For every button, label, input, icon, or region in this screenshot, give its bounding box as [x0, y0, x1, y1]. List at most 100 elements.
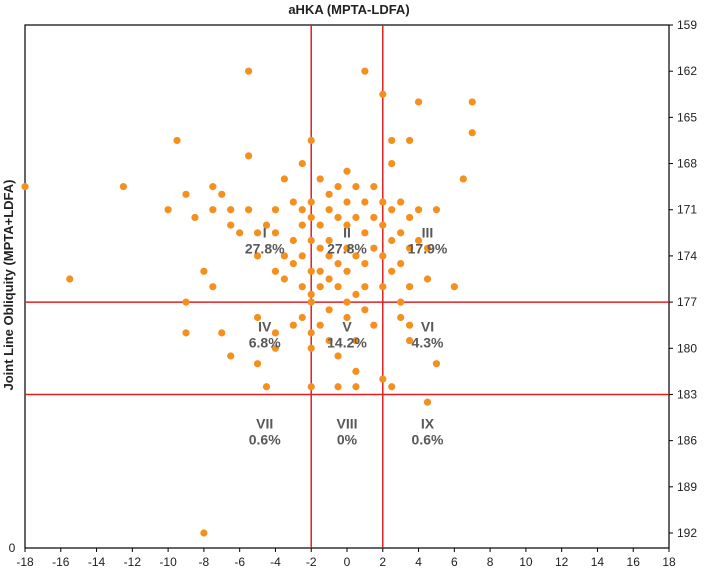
x-tick-label: 2 [379, 555, 386, 569]
region-3-percent: 17.9% [408, 240, 448, 256]
data-point [262, 221, 271, 229]
x-tick-label: 14 [591, 555, 605, 569]
y-tick-label: 177 [677, 295, 697, 309]
data-point [307, 236, 315, 245]
data-point [298, 206, 306, 214]
data-point [325, 190, 333, 198]
x-tick-label: -12 [124, 555, 142, 569]
data-point [280, 275, 288, 283]
y-tick-label: 162 [677, 64, 697, 78]
region-labels: I27.8%II27.8%III17.9%IV6.8%V14.2%VI4.3%V… [245, 224, 448, 447]
data-point [379, 252, 387, 260]
data-point [406, 283, 414, 291]
data-point [316, 175, 324, 183]
data-point [307, 213, 315, 222]
region-6-percent: 4.3% [412, 334, 444, 350]
data-point [307, 290, 315, 298]
data-point [200, 529, 208, 537]
region-2-numeral: II [343, 224, 351, 240]
data-point [289, 260, 297, 268]
data-point [361, 229, 369, 237]
data-point [379, 221, 387, 229]
y-tick-label: 183 [677, 387, 697, 401]
data-point [280, 252, 288, 260]
data-point [423, 244, 432, 252]
data-point [388, 136, 396, 145]
data-point [397, 229, 405, 237]
data-point [182, 190, 190, 198]
data-point [406, 213, 414, 222]
data-point [432, 206, 441, 214]
region-4-percent: 6.8% [249, 334, 281, 350]
data-point [316, 244, 324, 252]
data-point [370, 321, 378, 329]
data-point [414, 98, 423, 106]
data-point [271, 329, 280, 337]
region-9-numeral: IX [421, 415, 435, 431]
region-1-numeral: I [263, 224, 267, 240]
data-point [119, 183, 127, 191]
data-point [307, 198, 315, 206]
data-point [289, 321, 297, 329]
region-7-numeral: VII [256, 415, 273, 431]
data-point [289, 236, 297, 245]
data-point [370, 213, 378, 222]
data-point [271, 267, 280, 275]
data-point [245, 206, 253, 214]
data-point [343, 244, 351, 252]
data-point [379, 283, 387, 291]
data-point [468, 98, 476, 106]
data-point [164, 206, 172, 214]
data-point [253, 229, 262, 237]
data-point [406, 321, 414, 329]
data-point [307, 298, 315, 306]
data-point [352, 336, 360, 345]
x-tick-label: -18 [16, 555, 34, 569]
data-point [352, 367, 360, 375]
x-tick-label: -2 [306, 555, 317, 569]
data-point [325, 206, 333, 214]
data-point [343, 167, 351, 175]
x-tick-label: 0 [344, 555, 351, 569]
data-point [227, 352, 235, 360]
data-point [397, 198, 405, 206]
data-point [423, 275, 432, 283]
x-axis: -18 -16 -14 -12 -10 -8 -6 -4 -2 0 2 4 6 8 10 12 14 16 18 [16, 548, 676, 569]
data-point [388, 206, 396, 214]
x-tick-label: 18 [662, 555, 676, 569]
scatter-points [21, 67, 476, 537]
data-point [307, 267, 315, 275]
y-tick-label: 174 [677, 249, 697, 263]
data-point [325, 252, 333, 260]
data-point [343, 298, 351, 306]
data-point [298, 313, 306, 322]
data-point [343, 267, 351, 275]
x-tick-label: -4 [270, 555, 281, 569]
region-2-percent: 27.8% [327, 240, 367, 256]
data-point [432, 360, 441, 368]
data-point [334, 352, 342, 360]
data-point [209, 206, 217, 214]
x-tick-label: 6 [451, 555, 458, 569]
data-point [334, 383, 342, 391]
chart-title: aHKA (MPTA-LDFA) [288, 2, 409, 17]
data-point [280, 175, 288, 183]
data-point [361, 260, 369, 268]
x-tick-label: -6 [234, 555, 245, 569]
data-point [343, 221, 351, 229]
y-axis-origin-label: 0 [9, 541, 16, 555]
data-point [200, 267, 208, 275]
region-1-percent: 27.8% [245, 240, 285, 256]
data-point [334, 213, 342, 222]
data-point [379, 198, 387, 206]
y-tick-label: 159 [677, 18, 697, 32]
y-tick-label: 171 [677, 203, 697, 217]
data-point [352, 290, 360, 298]
region-6-numeral: VI [421, 318, 434, 334]
data-point [298, 159, 306, 168]
data-point [271, 344, 280, 352]
data-point [397, 260, 405, 268]
data-point [414, 206, 423, 214]
data-point [406, 336, 414, 345]
